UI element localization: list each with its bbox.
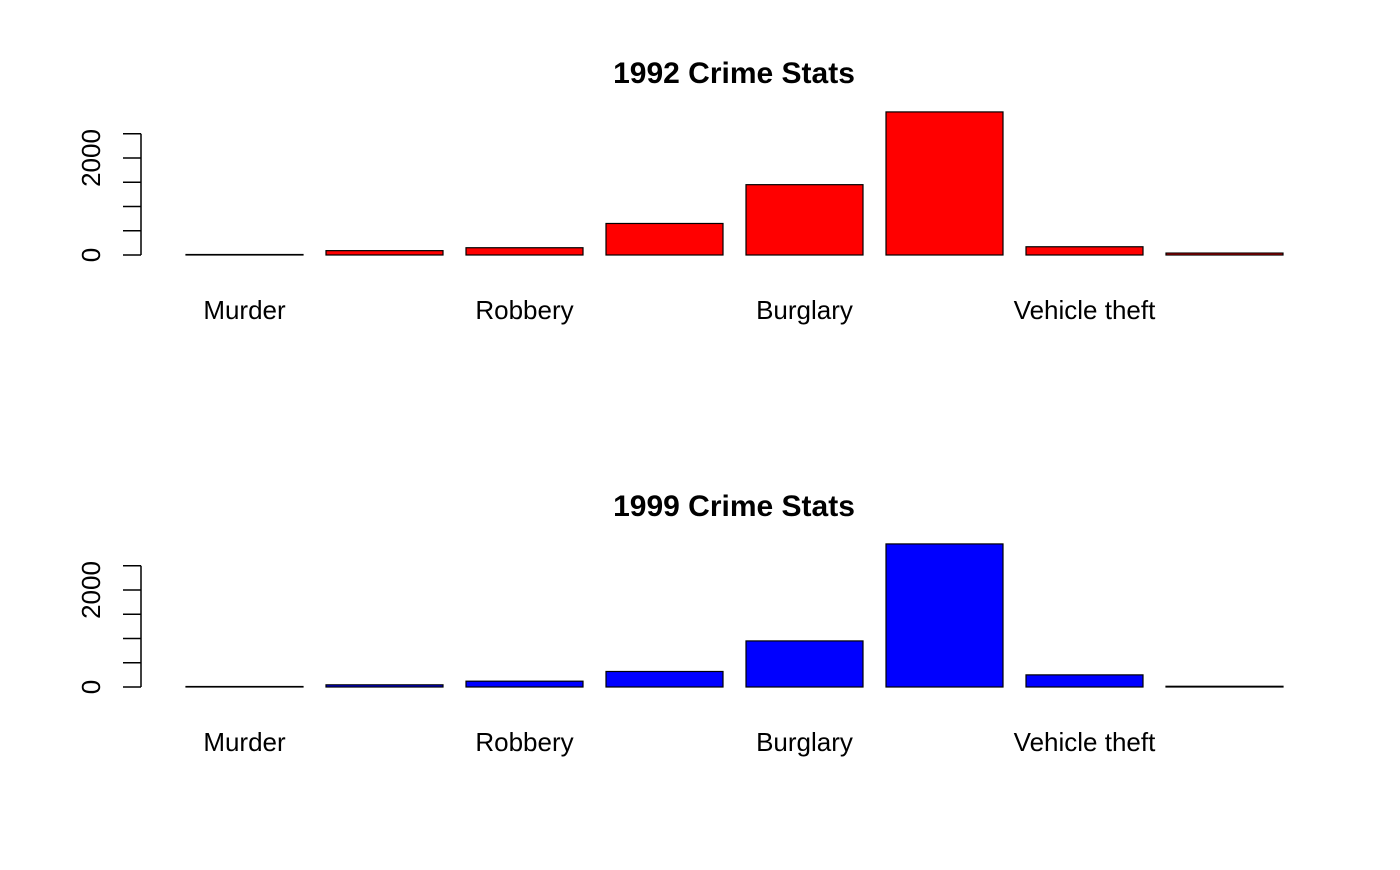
category-label: Murder xyxy=(203,295,286,325)
bar-vehicle-theft xyxy=(1025,246,1144,256)
bar-arson xyxy=(1165,685,1284,688)
category-labels: Murder Robbery Burglary Vehicle theft xyxy=(203,727,1156,757)
bar-rape xyxy=(325,250,444,256)
bars xyxy=(185,111,1284,256)
y-tick-label: 2000 xyxy=(76,129,106,187)
chart-title: 1992 Crime Stats xyxy=(613,57,855,90)
bar-burglary xyxy=(745,184,864,256)
category-label: Vehicle theft xyxy=(1014,295,1156,325)
category-label: Robbery xyxy=(475,727,573,757)
category-label: Murder xyxy=(203,727,286,757)
y-axis: 0 2000 xyxy=(76,129,142,262)
chart-panel-1999: 1999 Crime Stats 0 2000 Murder Robbery Burg… xyxy=(76,490,1284,757)
bar-larceny xyxy=(885,543,1004,688)
bar-murder xyxy=(185,685,304,688)
bar-rape xyxy=(325,684,444,688)
bar-robbery xyxy=(465,680,584,688)
bar-vehicle-theft xyxy=(1025,674,1144,688)
bar-larceny xyxy=(885,111,1004,256)
category-label: Vehicle theft xyxy=(1014,727,1156,757)
y-tick-label: 0 xyxy=(76,248,106,262)
chart-title: 1999 Crime Stats xyxy=(613,490,855,523)
category-labels: Murder Robbery Burglary Vehicle theft xyxy=(203,295,1156,325)
bar-burglary xyxy=(745,640,864,688)
chart-panel-1992: 1992 Crime Stats 0 2000 Murder Robbery Burg… xyxy=(76,57,1284,325)
y-tick-label: 0 xyxy=(76,680,106,694)
bar-assault xyxy=(605,670,724,688)
bar-robbery xyxy=(465,247,584,256)
y-axis: 0 2000 xyxy=(76,561,142,694)
bar-murder xyxy=(185,253,304,256)
bar-assault xyxy=(605,222,724,256)
bars xyxy=(185,543,1284,688)
category-label: Burglary xyxy=(756,295,853,325)
category-label: Robbery xyxy=(475,295,573,325)
bar-arson xyxy=(1165,252,1284,256)
category-label: Burglary xyxy=(756,727,853,757)
y-tick-label: 2000 xyxy=(76,561,106,619)
